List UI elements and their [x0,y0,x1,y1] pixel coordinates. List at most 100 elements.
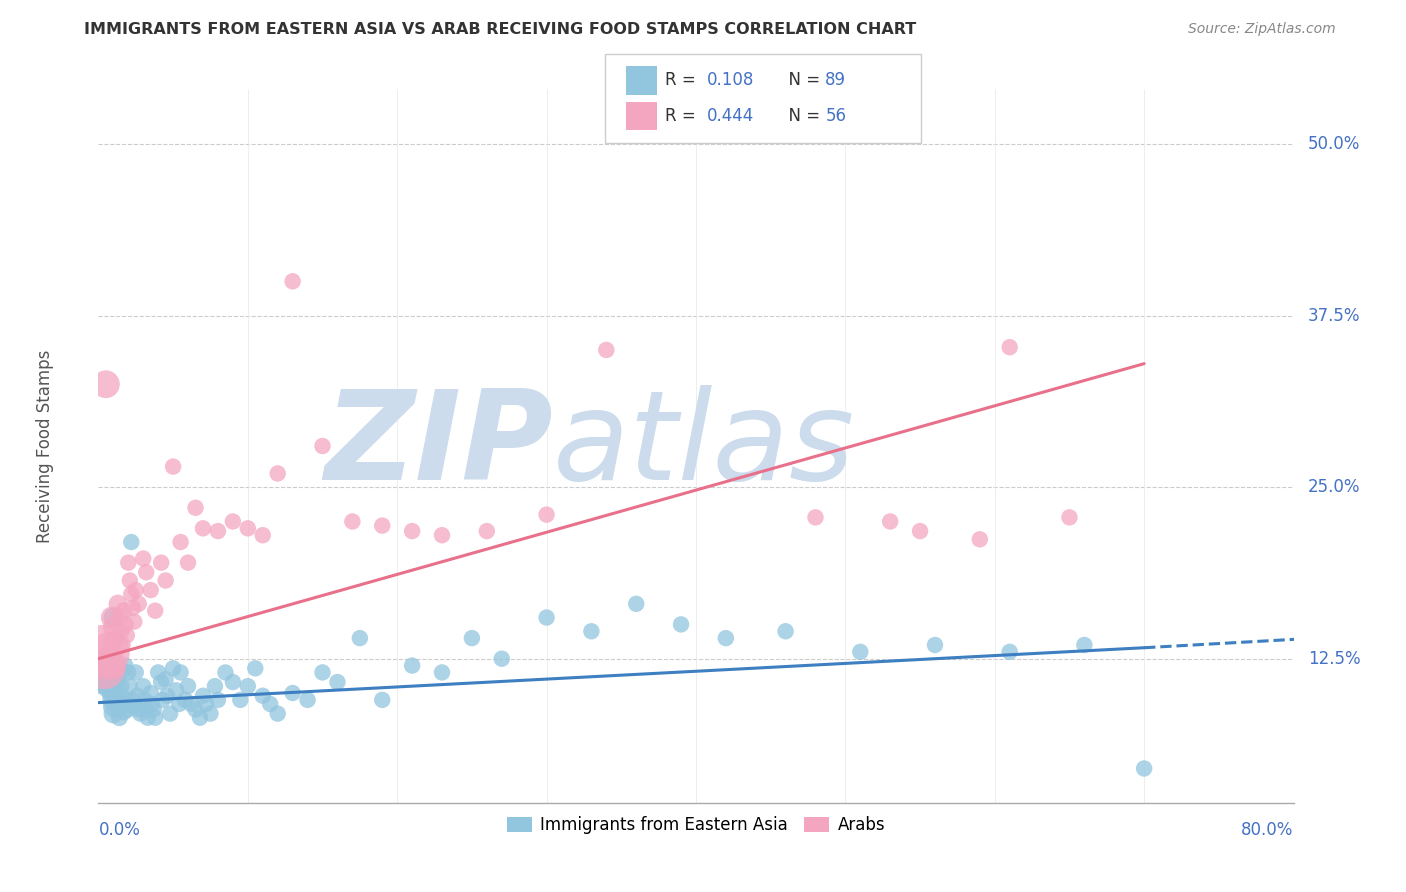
Point [103,693,125,707]
Point [143,604,166,618]
Point [117,702,139,716]
Point [117,556,139,570]
Point [93,661,115,675]
Point [162,661,184,675]
Point [98,679,122,693]
Text: R =: R = [665,107,702,125]
Point [998,340,1021,354]
Point [714,631,737,645]
Point [101,610,124,624]
Point [998,645,1021,659]
Text: 25.0%: 25.0% [1308,478,1361,496]
Text: Source: ZipAtlas.com: Source: ZipAtlas.com [1188,22,1336,37]
Point [349,631,371,645]
Point [129,706,152,721]
Point [148,665,170,680]
Point [91,665,114,680]
Point [150,556,173,570]
Point [124,615,146,629]
Point [245,661,267,675]
Point [156,689,179,703]
Point [236,521,259,535]
Text: N =: N = [778,107,825,125]
Text: 50.0%: 50.0% [1308,135,1360,153]
Point [94,377,117,392]
Point [104,651,127,665]
Point [252,528,274,542]
Point [207,524,229,538]
Point [401,658,423,673]
Point [110,624,132,639]
Point [134,693,156,707]
Point [669,617,692,632]
Point [252,689,274,703]
Point [169,535,191,549]
Point [143,711,166,725]
Point [112,705,135,719]
Point [91,645,114,659]
Point [177,679,200,693]
Point [110,679,132,693]
Point [114,617,136,632]
Point [214,665,236,680]
Point [105,661,128,675]
Point [135,702,157,716]
Point [326,675,349,690]
Point [101,661,124,675]
Point [475,524,498,538]
Point [150,675,173,690]
Point [128,702,150,716]
Point [222,515,245,529]
Point [200,706,222,721]
Point [626,597,648,611]
Point [141,697,163,711]
Point [281,686,304,700]
Text: 37.5%: 37.5% [1308,307,1361,325]
Point [121,601,143,615]
Point [581,624,603,639]
Point [97,651,120,665]
Point [104,675,127,690]
Point [128,597,150,611]
Point [1073,638,1095,652]
Point [127,689,149,703]
Point [169,665,191,680]
Text: IMMIGRANTS FROM EASTERN ASIA VS ARAB RECEIVING FOOD STAMPS CORRELATION CHART: IMMIGRANTS FROM EASTERN ASIA VS ARAB REC… [84,22,917,37]
Point [98,661,122,675]
Point [207,693,229,707]
Text: Receiving Food Stamps: Receiving Food Stamps [35,350,53,542]
Point [135,566,157,580]
Point [371,693,394,707]
Point [111,664,134,678]
Point [162,459,184,474]
Point [165,683,187,698]
Point [107,597,129,611]
Point [96,673,118,687]
Point [121,693,143,707]
Point [180,697,202,711]
Point [804,510,827,524]
Point [139,686,162,700]
Point [311,665,333,680]
Point [491,651,513,665]
Point [1133,762,1156,776]
Point [924,638,946,652]
Point [117,665,139,680]
Point [969,533,991,547]
Point [103,706,125,721]
Point [103,699,125,714]
Point [371,518,394,533]
Point [94,658,117,673]
Point [112,697,135,711]
Point [311,439,333,453]
Point [204,679,226,693]
Point [1059,510,1081,524]
Point [111,638,134,652]
Point [96,638,118,652]
Text: 12.5%: 12.5% [1308,649,1361,668]
Point [401,524,423,538]
Text: 0.108: 0.108 [707,71,755,89]
Point [430,665,453,680]
Point [132,551,155,566]
Point [107,693,129,707]
